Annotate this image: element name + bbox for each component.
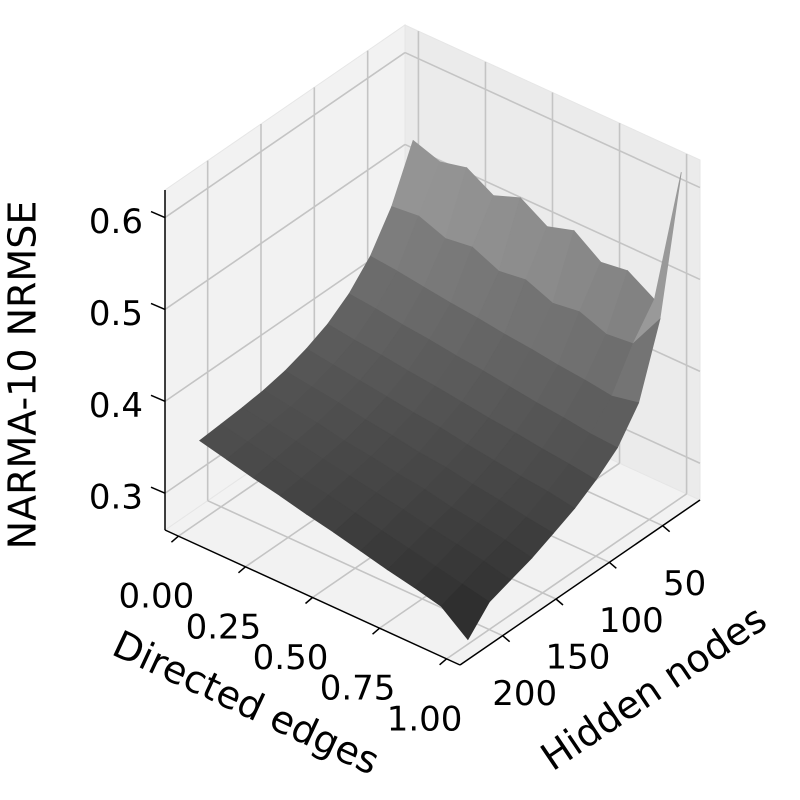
grid-line bbox=[404, 51, 701, 189]
tick-mark bbox=[555, 598, 564, 606]
y-tick-label: 50 bbox=[663, 564, 706, 604]
z-axis-label: NARMA-10 NRMSE bbox=[1, 201, 45, 550]
tick-mark bbox=[150, 394, 166, 403]
y-axis-line bbox=[459, 499, 701, 666]
grid-line bbox=[164, 143, 406, 311]
surface bbox=[199, 139, 682, 641]
surface-patch bbox=[440, 583, 490, 641]
x-tick-label: 1.00 bbox=[387, 699, 463, 739]
tick-mark bbox=[372, 627, 381, 635]
tick-mark bbox=[305, 596, 313, 605]
tick-mark bbox=[170, 535, 179, 543]
grid-line bbox=[446, 493, 688, 660]
tick-mark bbox=[439, 658, 448, 666]
z-tick-label: 0.4 bbox=[89, 386, 143, 426]
x-tick-label: 0.50 bbox=[253, 638, 329, 678]
x-tick-label: 0.75 bbox=[320, 669, 396, 709]
y-tick-label: 100 bbox=[599, 601, 664, 641]
tick-mark bbox=[150, 302, 166, 311]
z-tick-label: 0.5 bbox=[89, 294, 143, 334]
y-tick-label: 200 bbox=[492, 674, 557, 714]
y-tick-label: 150 bbox=[546, 638, 611, 678]
grid-line bbox=[164, 235, 406, 403]
tick-mark bbox=[662, 525, 671, 533]
tick-mark bbox=[150, 210, 166, 219]
tick-mark bbox=[150, 486, 166, 494]
z-tick-label: 0.3 bbox=[89, 478, 143, 518]
tick-mark bbox=[237, 566, 246, 574]
x-axis-line bbox=[164, 529, 461, 666]
grid-line bbox=[164, 51, 406, 219]
x-tick-label: 0.25 bbox=[186, 607, 262, 647]
tick-mark bbox=[502, 635, 511, 643]
tick-mark bbox=[608, 561, 617, 569]
z-tick-label: 0.6 bbox=[89, 202, 143, 242]
x-tick-label: 0.00 bbox=[119, 577, 195, 617]
